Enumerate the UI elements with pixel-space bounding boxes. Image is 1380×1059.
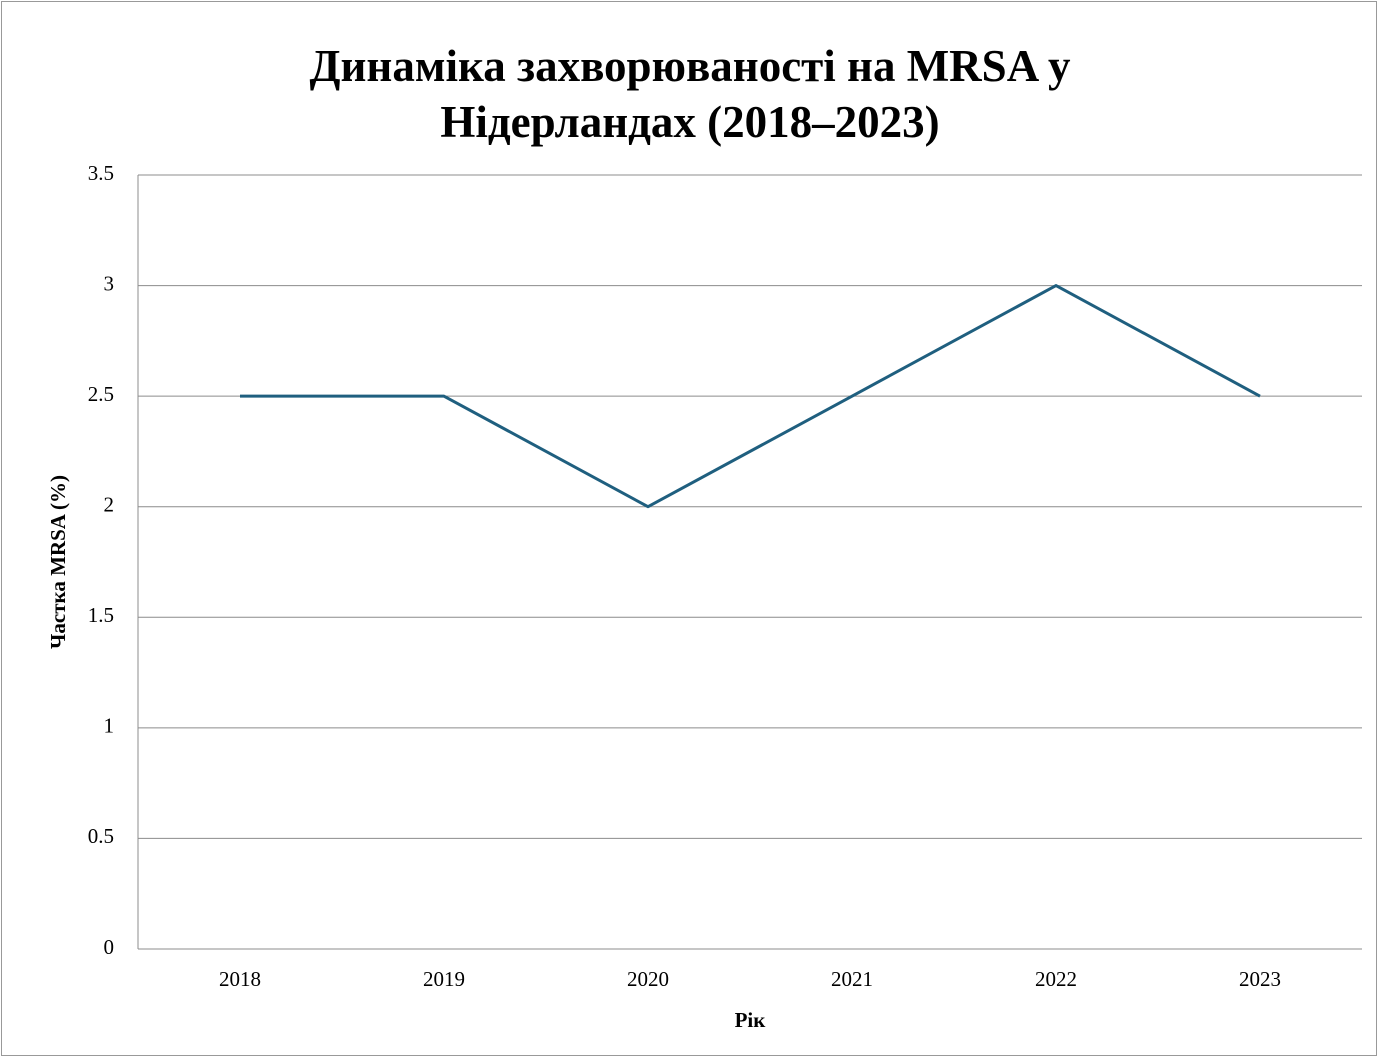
chart-title: Динаміка захворюваності на MRSA у Нідерл… xyxy=(309,41,1071,147)
y-tick-label: 3 xyxy=(104,271,115,295)
data-line xyxy=(240,284,1261,509)
x-axis-label: Рік xyxy=(735,1008,767,1032)
y-tick-label: 1.5 xyxy=(88,603,114,627)
y-tick-label: 3.5 xyxy=(88,161,114,185)
x-tick-label: 2023 xyxy=(1239,967,1281,991)
x-tick-label: 2021 xyxy=(831,967,873,991)
y-tick-label: 0.5 xyxy=(88,824,114,848)
x-tick-label: 2018 xyxy=(219,967,261,991)
x-tick-label: 2022 xyxy=(1035,967,1077,991)
x-tick-label: 2020 xyxy=(627,967,669,991)
y-tick-label: 0 xyxy=(104,935,115,959)
y-axis-label: Частка MRSA (%) xyxy=(46,475,70,649)
x-tick-label: 2019 xyxy=(423,967,465,991)
y-tick-label: 2 xyxy=(104,493,115,517)
y-tick-label: 1 xyxy=(104,714,115,738)
y-tick-label: 2.5 xyxy=(88,382,114,406)
